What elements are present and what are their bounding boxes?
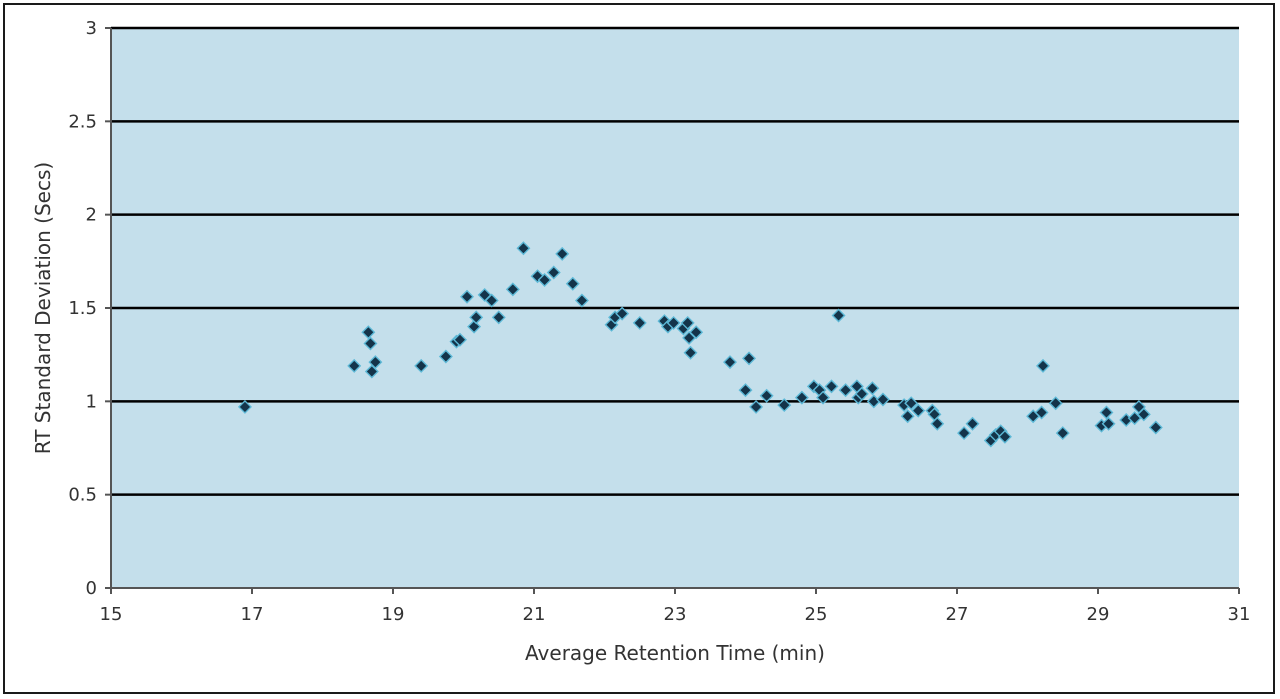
data-point xyxy=(794,390,809,405)
data-point xyxy=(555,246,570,261)
data-point xyxy=(865,381,880,396)
data-point xyxy=(368,355,383,370)
data-point xyxy=(452,332,467,347)
data-point xyxy=(1036,358,1050,373)
gridlines xyxy=(111,26,1239,496)
data-point xyxy=(1048,396,1063,411)
y-tick-label: 1 xyxy=(86,391,97,412)
y-tick-label: 1.5 xyxy=(68,298,97,319)
data-point xyxy=(414,358,429,373)
data-point xyxy=(460,289,475,304)
data-point xyxy=(965,416,980,431)
data-point xyxy=(900,409,915,424)
data-point xyxy=(1055,426,1070,441)
data-point xyxy=(680,315,695,330)
data-point xyxy=(723,355,737,370)
data-point xyxy=(574,293,589,308)
data-point xyxy=(911,403,926,418)
data-point xyxy=(875,392,890,407)
x-tick-label: 25 xyxy=(805,604,828,625)
data-point xyxy=(831,308,846,323)
x-tick-label: 23 xyxy=(664,604,687,625)
data-point xyxy=(759,388,774,403)
data-point xyxy=(1101,416,1116,431)
y-axis-title: RT Standard Deviation (Secs) xyxy=(31,162,55,454)
data-point xyxy=(930,416,945,431)
x-tick-label: 31 xyxy=(1228,604,1251,625)
data-point xyxy=(777,398,792,413)
x-tick-label: 19 xyxy=(382,604,405,625)
data-point xyxy=(237,399,252,414)
data-point xyxy=(565,276,580,291)
data-point xyxy=(749,399,764,414)
data-point xyxy=(438,349,453,364)
tick-labels: 0 0.5 1 1.5 2 2.5 3 15 17 19 21 23 25 27 29 31 xyxy=(68,18,1250,625)
data-point xyxy=(347,358,362,373)
data-point xyxy=(469,310,484,325)
data-point xyxy=(467,319,482,334)
y-tick-label: 2.5 xyxy=(68,111,97,132)
data-point xyxy=(738,383,753,398)
data-points xyxy=(237,241,1163,448)
data-point xyxy=(546,265,561,280)
data-point xyxy=(854,386,869,401)
data-point xyxy=(816,390,831,405)
data-point xyxy=(505,282,520,297)
x-tick-label: 17 xyxy=(241,604,264,625)
data-point xyxy=(957,426,972,441)
x-tick-label: 27 xyxy=(946,604,969,625)
data-point xyxy=(516,241,531,256)
x-tick-label: 21 xyxy=(523,604,546,625)
data-point xyxy=(1099,405,1114,420)
data-point xyxy=(742,351,757,366)
data-point xyxy=(1034,405,1049,420)
data-point xyxy=(689,325,704,340)
y-tick-label: 2 xyxy=(86,205,97,226)
y-tick-label: 3 xyxy=(86,18,97,39)
x-axis-title: Average Retention Time (min) xyxy=(525,641,825,665)
data-point xyxy=(904,396,919,411)
axes xyxy=(105,27,1240,594)
data-point xyxy=(1148,420,1163,435)
y-tick-label: 0.5 xyxy=(68,485,97,506)
x-tick-label: 29 xyxy=(1087,604,1110,625)
data-point xyxy=(997,429,1012,444)
data-point xyxy=(361,325,376,340)
x-tick-label: 15 xyxy=(100,604,123,625)
data-point xyxy=(632,315,647,330)
data-point xyxy=(491,310,506,325)
data-point xyxy=(666,315,681,330)
data-point xyxy=(838,383,853,398)
data-point xyxy=(615,306,630,321)
data-point xyxy=(683,345,698,360)
y-tick-label: 0 xyxy=(86,578,97,599)
data-point xyxy=(1136,407,1151,422)
data-point xyxy=(484,293,499,308)
data-point xyxy=(363,336,378,351)
data-point xyxy=(824,379,839,394)
data-point xyxy=(537,273,552,287)
